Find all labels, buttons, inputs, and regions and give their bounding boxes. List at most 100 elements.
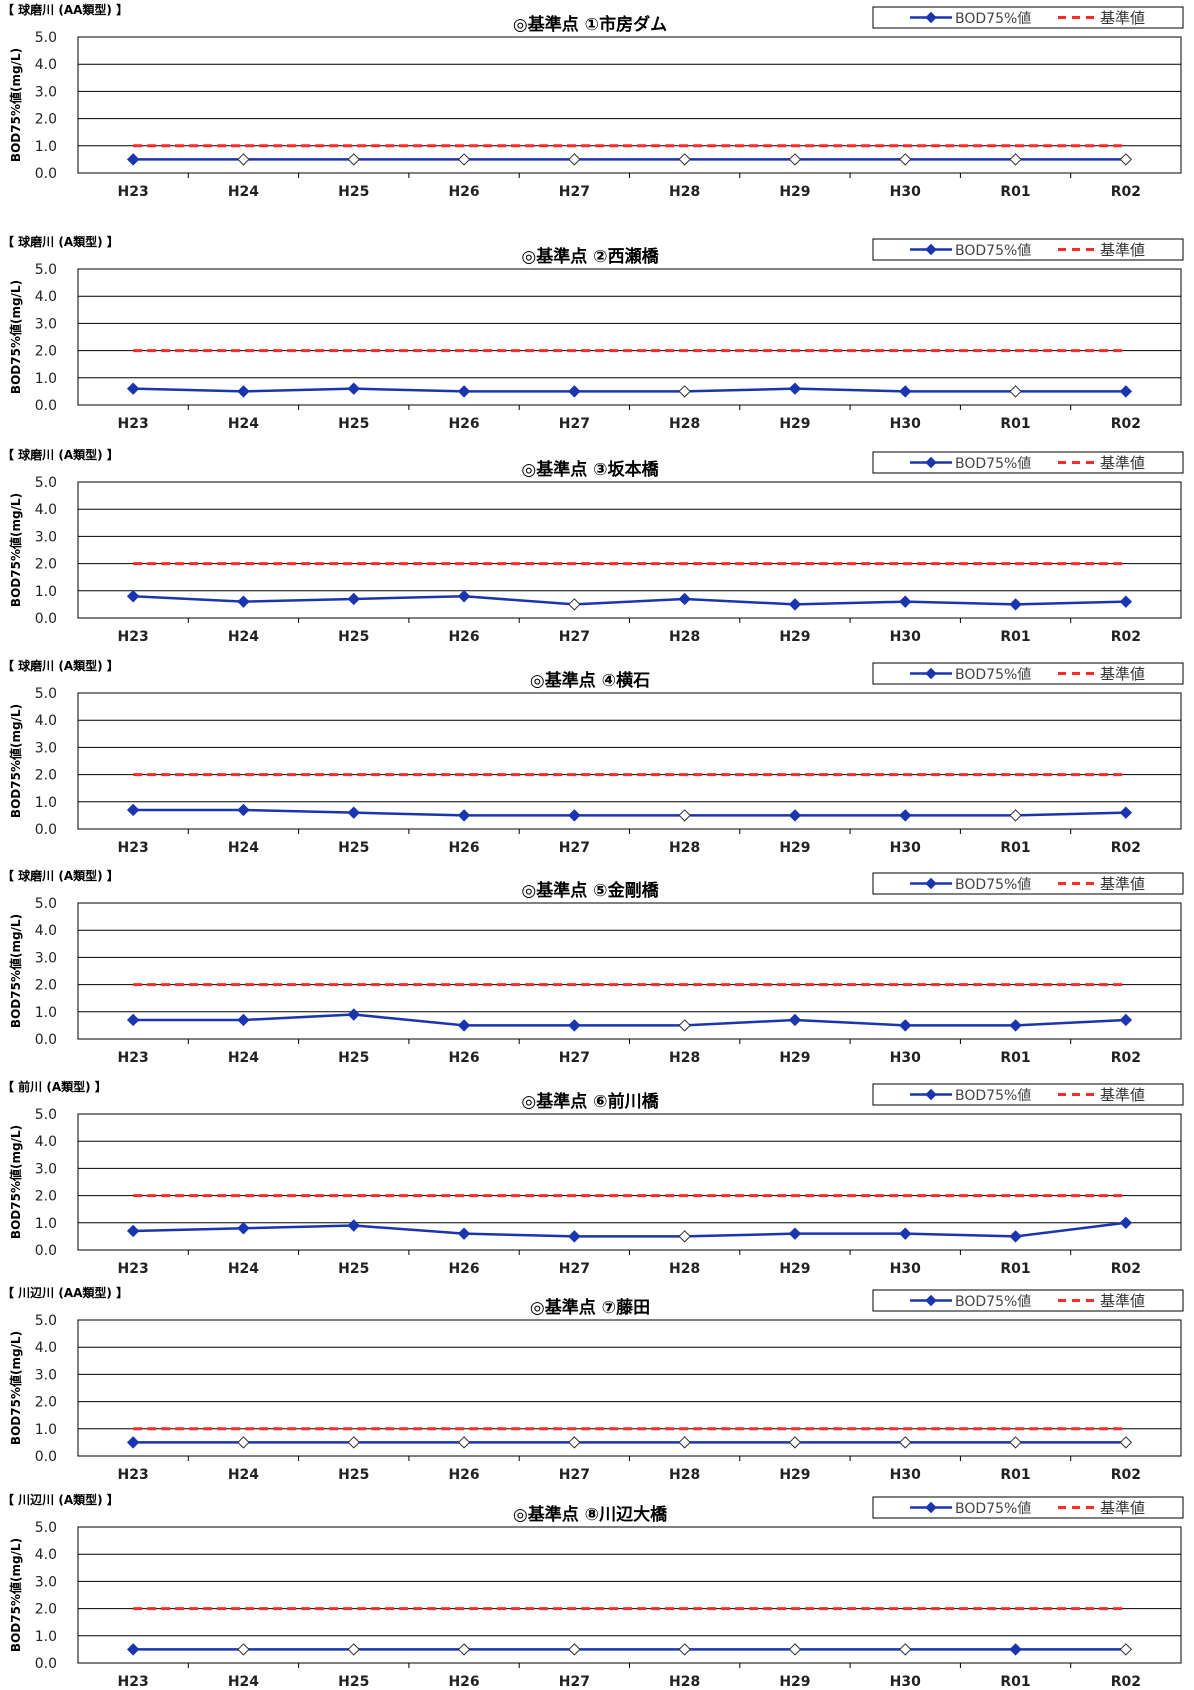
data-point-marker [126, 1013, 140, 1027]
data-point-marker [237, 153, 250, 166]
data-point-marker [347, 592, 360, 606]
plot-area [77, 1319, 1182, 1457]
x-tick-label: R01 [1000, 1261, 1030, 1277]
y-tick-label: 0.0 [35, 822, 57, 838]
data-point-marker [1119, 1643, 1133, 1656]
river-label: 【 球磨川 (A類型) 】 [2, 234, 119, 249]
data-point-marker [899, 1436, 912, 1449]
legend: BOD75%値 基準値 [872, 872, 1184, 895]
bod-series-line [133, 1221, 1127, 1238]
x-tick-label: H30 [890, 1467, 921, 1483]
x-tick-label: R01 [1000, 840, 1030, 856]
x-tick-label: H25 [338, 416, 369, 432]
x-tick-label: R02 [1111, 1674, 1141, 1690]
legend-series-label: BOD75%値 [955, 456, 1031, 472]
x-tick-label: R01 [1000, 629, 1030, 645]
legend-box [872, 662, 1184, 685]
data-point-marker [1119, 385, 1133, 398]
data-point-marker [1119, 1436, 1133, 1449]
legend-series-marker [925, 1501, 937, 1514]
x-tick-label: H23 [118, 1050, 149, 1066]
y-tick-label: 2.0 [35, 1189, 57, 1205]
x-tick-label: H23 [118, 629, 149, 645]
x-tick-label: H24 [228, 1261, 259, 1277]
y-axis-title: BOD75%値(mg/L) [8, 48, 23, 162]
x-tick-label: R01 [1000, 1467, 1030, 1483]
chart-title: ◎基準点 ⑥前川橋 [521, 1091, 659, 1112]
legend-box [872, 1289, 1184, 1312]
y-tick-label: 5.0 [35, 475, 57, 491]
x-tick-label: H26 [448, 1050, 479, 1066]
x-tick-label: H23 [118, 416, 149, 432]
legend-standard-label: 基準値 [1100, 454, 1145, 472]
legend: BOD75%値 基準値 [872, 1289, 1184, 1312]
legend: BOD75%値 基準値 [872, 6, 1184, 29]
x-tick-label: H26 [448, 840, 479, 856]
data-point-marker [126, 1643, 140, 1656]
data-point-marker [788, 1227, 802, 1240]
legend-box [872, 451, 1184, 474]
data-point-marker [457, 1643, 471, 1656]
data-point-marker [457, 1227, 471, 1240]
y-tick-label: 5.0 [35, 1313, 57, 1329]
x-tick-label: H28 [669, 184, 700, 200]
x-tick-label: H30 [890, 629, 921, 645]
plot-area [77, 1526, 1182, 1664]
bod-series-line [133, 387, 1126, 393]
data-point-marker [1009, 598, 1022, 611]
y-tick-label: 2.0 [35, 1602, 57, 1618]
x-tick-label: H27 [559, 416, 590, 432]
data-point-marker [347, 1219, 360, 1232]
legend-box [872, 6, 1184, 29]
x-tick-label: H30 [890, 1050, 921, 1066]
data-point-marker [899, 153, 912, 166]
y-tick-label: 1.0 [35, 1629, 57, 1645]
legend-series-marker [925, 11, 937, 24]
x-tick-label: H30 [890, 416, 921, 432]
data-point-marker [457, 590, 471, 603]
y-tick-label: 4.0 [35, 713, 57, 729]
x-tick-label: H23 [118, 1261, 149, 1277]
chart-panel-3: 【 球磨川 (A類型) 】 ◎基準点 ③坂本橋 BOD75%値 基準値 5.0 4.0 3.… [2, 447, 1184, 645]
y-tick-label: 1.0 [35, 1422, 57, 1438]
x-tick-label: H23 [118, 1467, 149, 1483]
legend-series-marker [925, 456, 937, 469]
data-point-marker [347, 382, 360, 395]
x-tick-label: H24 [228, 416, 259, 432]
plot-area [77, 36, 1182, 174]
data-point-marker [788, 1436, 802, 1449]
y-tick-label: 3.0 [35, 1367, 57, 1383]
y-tick-label: 1.0 [35, 584, 57, 600]
data-point-marker [1009, 1643, 1022, 1656]
legend-series-label: BOD75%値 [955, 877, 1031, 893]
data-point-marker [1009, 1230, 1022, 1243]
x-tick-label: H29 [779, 1674, 810, 1690]
x-tick-label: H28 [669, 1467, 700, 1483]
x-tick-label: H28 [669, 1261, 700, 1277]
y-tick-label: 5.0 [35, 896, 57, 912]
legend: BOD75%値 基準値 [872, 1496, 1184, 1519]
legend-standard-label: 基準値 [1100, 1086, 1145, 1104]
data-point-marker [237, 595, 250, 608]
x-tick-label: H25 [338, 629, 369, 645]
river-label: 【 球磨川 (A類型) 】 [2, 658, 119, 673]
x-tick-label: H24 [228, 1050, 259, 1066]
legend-series-marker [925, 667, 937, 680]
x-tick-label: H28 [669, 416, 700, 432]
data-point-marker [899, 1019, 912, 1032]
x-tick-label: H25 [338, 1261, 369, 1277]
data-point-marker [788, 809, 802, 822]
y-tick-label: 0.0 [35, 611, 57, 627]
river-label: 【 球磨川 (A類型) 】 [2, 447, 119, 462]
chart-panel-2: 【 球磨川 (A類型) 】 ◎基準点 ②西瀬橋 BOD75%値 基準値 5.0 4.0 3.… [2, 234, 1184, 432]
data-point-marker [126, 1436, 140, 1449]
x-tick-label: H30 [890, 184, 921, 200]
x-tick-label: H29 [779, 629, 810, 645]
data-point-marker [899, 1227, 912, 1240]
chart-panel-5: 【 球磨川 (A類型) 】 ◎基準点 ⑤金剛橋 BOD75%値 基準値 5.0 4.0 3.… [2, 868, 1184, 1066]
data-point-marker [568, 1436, 581, 1449]
y-tick-label: 1.0 [35, 1216, 57, 1232]
y-tick-label: 4.0 [35, 1340, 57, 1356]
data-point-marker [237, 1436, 250, 1449]
data-point-marker [568, 385, 581, 398]
